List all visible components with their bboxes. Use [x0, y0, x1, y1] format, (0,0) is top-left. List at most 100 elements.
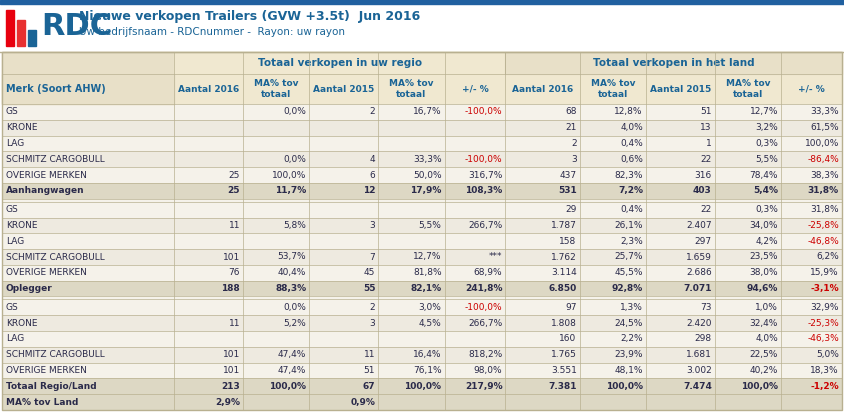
Text: 12,7%: 12,7% [749, 108, 778, 117]
Text: 1.765: 1.765 [551, 350, 576, 359]
Text: -86,4%: -86,4% [807, 155, 839, 164]
Text: 3: 3 [571, 155, 576, 164]
Text: 5,0%: 5,0% [816, 350, 839, 359]
Text: 5,4%: 5,4% [753, 186, 778, 195]
Bar [2, 199, 842, 202]
Text: -25,3%: -25,3% [807, 318, 839, 328]
Text: 4,5%: 4,5% [419, 318, 441, 328]
Text: 3,2%: 3,2% [755, 123, 778, 132]
Text: 2: 2 [370, 108, 376, 117]
Text: 22: 22 [701, 155, 711, 164]
Bar [2, 281, 842, 297]
Text: 40,2%: 40,2% [749, 366, 778, 375]
Bar [2, 218, 842, 233]
Text: OVERIGE MERKEN: OVERIGE MERKEN [6, 366, 87, 375]
Text: 5,5%: 5,5% [419, 221, 441, 230]
Text: 11: 11 [229, 318, 241, 328]
Text: 100,0%: 100,0% [272, 171, 306, 180]
Text: 61,5%: 61,5% [810, 123, 839, 132]
Bar [2, 52, 842, 74]
Text: 0,4%: 0,4% [620, 205, 643, 214]
Text: 31,8%: 31,8% [810, 205, 839, 214]
Text: 6,2%: 6,2% [816, 253, 839, 262]
Text: 33,3%: 33,3% [413, 155, 441, 164]
Bar [0, 0, 844, 52]
Text: 437: 437 [560, 171, 576, 180]
Text: 7.381: 7.381 [548, 382, 576, 391]
Text: 217,9%: 217,9% [465, 382, 502, 391]
Text: 5,5%: 5,5% [755, 155, 778, 164]
Text: -100,0%: -100,0% [465, 155, 502, 164]
Text: 45,5%: 45,5% [614, 268, 643, 277]
Text: MA% tov
totaal: MA% tov totaal [591, 79, 635, 99]
Text: 55: 55 [363, 284, 376, 293]
Text: SCHMITZ CARGOBULL: SCHMITZ CARGOBULL [6, 155, 105, 164]
Text: Nieuwe verkopen Trailers (GVW +3.5t)  Jun 2016: Nieuwe verkopen Trailers (GVW +3.5t) Jun… [79, 9, 420, 23]
Text: Aantal 2015: Aantal 2015 [650, 84, 711, 94]
Bar [2, 74, 174, 104]
Text: 160: 160 [560, 335, 576, 344]
Text: 25,7%: 25,7% [614, 253, 643, 262]
Text: 23,9%: 23,9% [614, 350, 643, 359]
Text: 11: 11 [229, 221, 241, 230]
Text: LAG: LAG [6, 335, 24, 344]
Text: 100,0%: 100,0% [606, 382, 643, 391]
Text: 76: 76 [229, 268, 241, 277]
Text: MA% tov
totaal: MA% tov totaal [389, 79, 434, 99]
Text: 76,1%: 76,1% [413, 366, 441, 375]
Text: Uw bedrijfsnaam - RDCnummer -  Rayon: uw rayon: Uw bedrijfsnaam - RDCnummer - Rayon: uw … [79, 27, 345, 37]
Text: KRONE: KRONE [6, 318, 37, 328]
Bar [506, 52, 842, 74]
Text: 7: 7 [370, 253, 376, 262]
Text: 4,0%: 4,0% [755, 335, 778, 344]
Text: 67: 67 [363, 382, 376, 391]
Text: 29: 29 [565, 205, 576, 214]
Text: 40,4%: 40,4% [278, 268, 306, 277]
Bar [2, 249, 842, 265]
Text: 51: 51 [364, 366, 376, 375]
Text: 15,9%: 15,9% [810, 268, 839, 277]
Text: 1,3%: 1,3% [620, 303, 643, 312]
Text: 3.551: 3.551 [551, 366, 576, 375]
Bar [2, 74, 842, 104]
Text: 0,3%: 0,3% [755, 205, 778, 214]
Text: 38,0%: 38,0% [749, 268, 778, 277]
Text: -1,2%: -1,2% [810, 382, 839, 391]
Text: SCHMITZ CARGOBULL: SCHMITZ CARGOBULL [6, 350, 105, 359]
Text: RDC: RDC [41, 12, 112, 40]
Text: 11,7%: 11,7% [275, 186, 306, 195]
Bar [2, 378, 842, 394]
Text: Aantal 2016: Aantal 2016 [178, 84, 240, 94]
Text: 18,3%: 18,3% [810, 366, 839, 375]
Text: 3.114: 3.114 [551, 268, 576, 277]
Text: 73: 73 [701, 303, 711, 312]
Text: 34,0%: 34,0% [749, 221, 778, 230]
Text: 2: 2 [571, 139, 576, 148]
Text: 108,3%: 108,3% [465, 186, 502, 195]
Text: GS: GS [6, 108, 19, 117]
Text: GS: GS [6, 303, 19, 312]
Text: 47,4%: 47,4% [278, 366, 306, 375]
Text: 25: 25 [229, 171, 241, 180]
Bar [2, 233, 842, 249]
Bar [2, 52, 842, 410]
Text: 12: 12 [363, 186, 376, 195]
Text: SCHMITZ CARGOBULL: SCHMITZ CARGOBULL [6, 253, 105, 262]
Text: 7,2%: 7,2% [618, 186, 643, 195]
Text: 12,7%: 12,7% [413, 253, 441, 262]
Text: 101: 101 [223, 366, 241, 375]
Bar [2, 183, 842, 199]
Text: MA% tov Land: MA% tov Land [6, 398, 78, 407]
Bar [0, 0, 844, 4]
Text: 45: 45 [364, 268, 376, 277]
Text: 92,8%: 92,8% [612, 284, 643, 293]
Text: 101: 101 [223, 253, 241, 262]
Bar [6, 10, 14, 46]
Text: 16,7%: 16,7% [413, 108, 441, 117]
Text: MA% tov
totaal: MA% tov totaal [726, 79, 771, 99]
Text: 88,3%: 88,3% [275, 284, 306, 293]
Text: 1,0%: 1,0% [755, 303, 778, 312]
Text: GS: GS [6, 205, 19, 214]
Bar [2, 136, 842, 151]
Text: 4: 4 [370, 155, 376, 164]
